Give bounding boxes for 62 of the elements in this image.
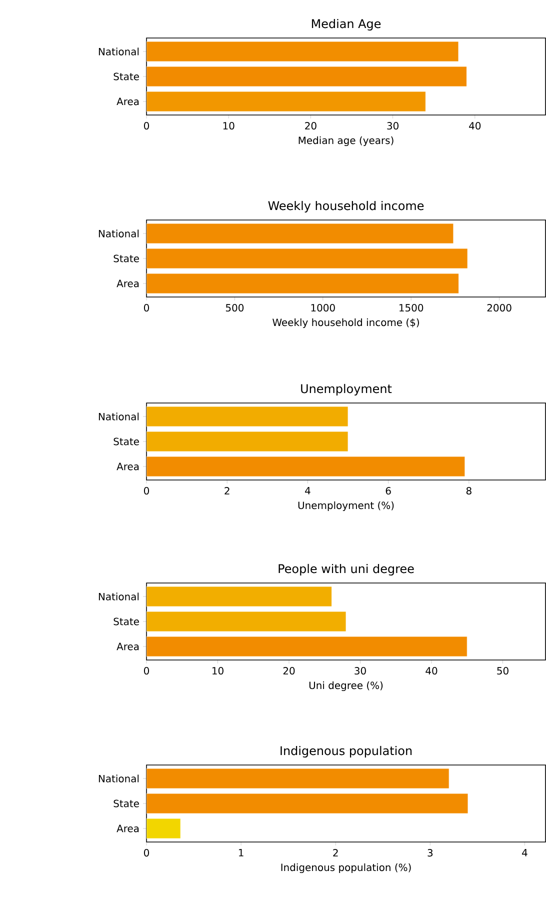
x-tick-label: 3 xyxy=(428,849,432,857)
bar xyxy=(146,248,468,269)
x-axis-title: Uni degree (%) xyxy=(309,681,382,692)
x-axis-title: Weekly household income ($) xyxy=(272,318,419,328)
chart-title: Weekly household income xyxy=(268,200,424,213)
y-tick-label: National xyxy=(98,592,138,600)
x-tick-label: 20 xyxy=(304,122,316,130)
bar xyxy=(146,273,459,294)
x-tick-label: 1 xyxy=(238,849,244,856)
x-axis-title: Indigenous population (%) xyxy=(281,863,411,874)
bar xyxy=(146,223,454,244)
x-tick-label: 4 xyxy=(522,849,528,856)
y-tick-label: Area xyxy=(116,824,138,832)
x-tick-label: 2 xyxy=(224,487,230,494)
y-tick-label: Area xyxy=(116,98,138,106)
x-tick-label: 10 xyxy=(223,122,234,130)
bar xyxy=(146,66,467,87)
x-tick-label: 0 xyxy=(144,304,149,312)
x-tick-label: 2000 xyxy=(487,304,512,312)
chart-title: Indigenous population xyxy=(280,746,412,758)
y-tick-label: State xyxy=(114,618,139,626)
bar xyxy=(146,586,332,607)
bar xyxy=(146,636,468,657)
y-tick-label: National xyxy=(98,230,138,238)
x-tick-label: 10 xyxy=(212,667,224,675)
x-axis-title: Median age (years) xyxy=(298,136,394,146)
y-tick-label: Area xyxy=(116,280,138,288)
x-tick-label: 30 xyxy=(354,667,366,675)
x-tick-label: 1500 xyxy=(399,304,423,312)
chart-title: Median Age xyxy=(312,18,380,30)
x-tick-label: 1000 xyxy=(311,304,335,312)
x-axis-title: Unemployment (%) xyxy=(298,501,394,512)
x-tick-label: 0 xyxy=(144,667,149,675)
y-tick-label: Area xyxy=(116,462,138,470)
y-tick-label: National xyxy=(98,48,138,56)
x-tick-label: 50 xyxy=(496,667,508,675)
x-tick-label: 8 xyxy=(466,487,472,495)
y-tick-label: State xyxy=(114,800,139,808)
x-tick-label: 4 xyxy=(304,487,310,494)
y-tick-label: State xyxy=(114,438,139,446)
x-tick-label: 40 xyxy=(425,667,437,675)
x-tick-label: 500 xyxy=(226,304,244,312)
x-tick-label: 0 xyxy=(144,122,149,130)
bar xyxy=(146,611,346,632)
x-tick-label: 40 xyxy=(468,122,480,130)
x-tick-label: 0 xyxy=(144,487,149,495)
bar xyxy=(146,91,426,112)
x-tick-label: 30 xyxy=(386,122,398,130)
y-tick-label: State xyxy=(114,72,139,80)
y-tick-label: Area xyxy=(116,642,138,650)
y-tick-label: National xyxy=(98,774,138,782)
chart-title: Unemployment xyxy=(300,384,392,396)
bar xyxy=(146,768,450,789)
x-tick-label: 20 xyxy=(283,667,294,675)
y-tick-label: National xyxy=(98,412,138,420)
x-tick-label: 0 xyxy=(144,849,149,857)
chart-title: People with uni degree xyxy=(278,564,414,576)
x-tick-label: 2 xyxy=(332,849,338,856)
x-tick-label: 6 xyxy=(386,487,391,495)
bar xyxy=(146,41,458,62)
y-tick-label: State xyxy=(114,254,139,262)
bar xyxy=(146,818,180,839)
